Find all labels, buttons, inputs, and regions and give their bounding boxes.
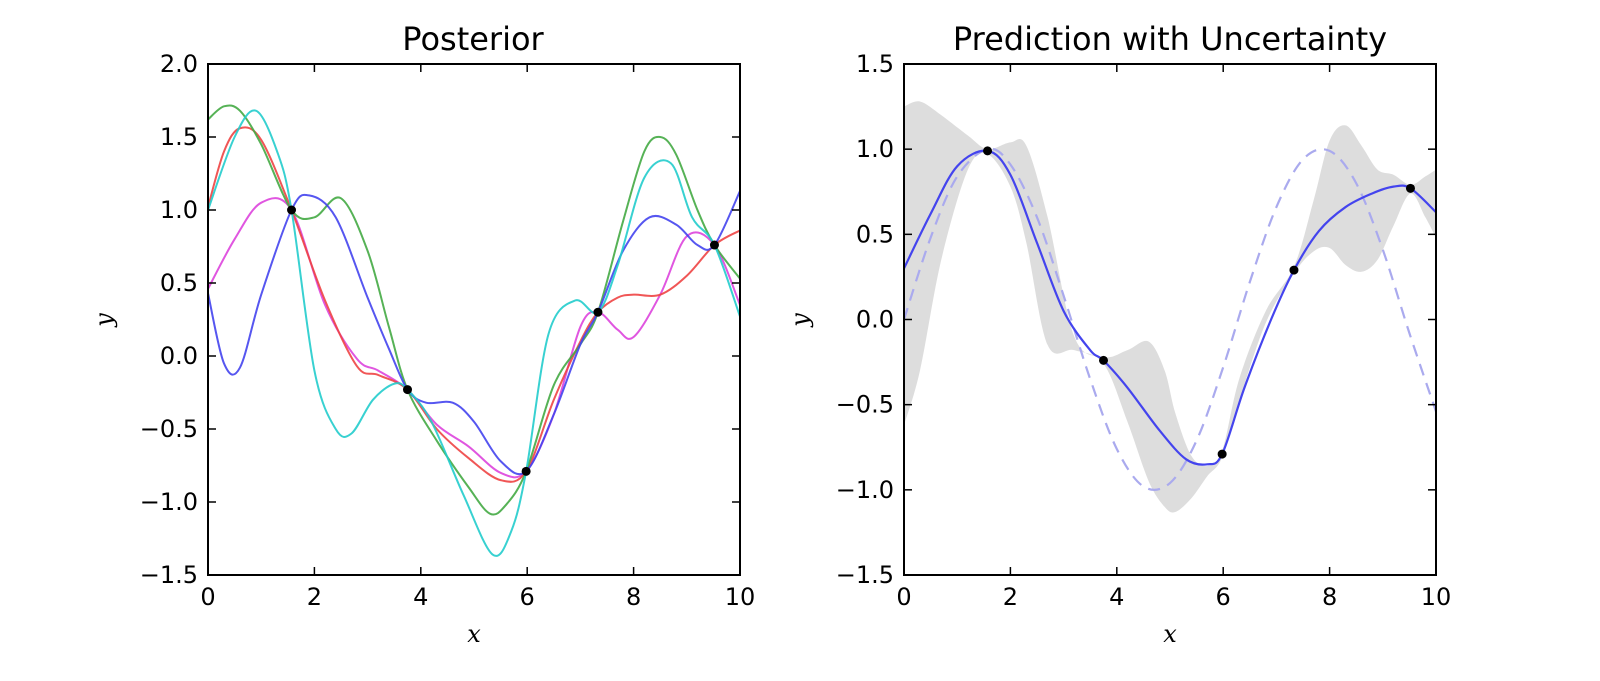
y-tick-label: 1.5 xyxy=(856,50,894,78)
posterior-sample-line-3 xyxy=(208,104,740,516)
x-tick-label: 2 xyxy=(307,583,322,611)
x-tick-label: 4 xyxy=(1109,583,1124,611)
x-tick-label: 2 xyxy=(1003,583,1018,611)
observation-point xyxy=(1289,265,1299,275)
predictive-mean-line xyxy=(904,149,1436,466)
uncertainty-band xyxy=(904,101,1436,513)
y-tick-label: 1.5 xyxy=(160,123,198,151)
posterior-ylabel: y xyxy=(90,313,118,328)
y-tick-label: −0.5 xyxy=(836,391,894,419)
observation-point xyxy=(287,205,297,215)
x-tick-label: 8 xyxy=(626,583,641,611)
y-tick-label: 2.0 xyxy=(160,50,198,78)
posterior-ticks: 0 2 4 6 8 10 −1.5 −1.0 −0.5 0.0 0.5 1.0 1.5 2.0 xyxy=(140,50,756,611)
prediction-panel: Prediction with Uncertainty 0 2 4 6 8 10 −1.5 −… xyxy=(786,20,1451,648)
x-tick-label: 10 xyxy=(1421,583,1452,611)
clipped-series-group xyxy=(904,101,1436,513)
observation-point xyxy=(593,307,603,317)
observation-point xyxy=(983,146,993,156)
y-tick-label: 0.5 xyxy=(160,269,198,297)
posterior-title: Posterior xyxy=(402,20,544,58)
posterior-plot-area xyxy=(208,104,740,557)
observation-point xyxy=(521,466,531,476)
y-tick-label: −1.0 xyxy=(140,488,198,516)
x-tick-label: 6 xyxy=(1216,583,1231,611)
x-tick-label: 4 xyxy=(413,583,428,611)
posterior-panel: Posterior 0 2 4 6 8 10 −1.5 −1.0 −0.5 0.0 0.5 1.0 1.… xyxy=(90,20,755,648)
posterior-sample-line-2 xyxy=(208,126,740,483)
y-tick-label: −1.5 xyxy=(140,561,198,589)
observation-point xyxy=(1217,449,1227,459)
y-tick-label: −1.0 xyxy=(836,476,894,504)
x-tick-label: 6 xyxy=(520,583,535,611)
prediction-xlabel: x xyxy=(1163,620,1177,648)
y-tick-label: −0.5 xyxy=(140,415,198,443)
observation-point xyxy=(709,240,719,250)
y-tick-label: −1.5 xyxy=(836,561,894,589)
clipped-series-group xyxy=(208,104,740,557)
x-tick-label: 0 xyxy=(200,583,215,611)
x-tick-label: 10 xyxy=(725,583,756,611)
prediction-ylabel: y xyxy=(786,313,814,328)
prediction-title: Prediction with Uncertainty xyxy=(953,20,1387,58)
observation-point xyxy=(1405,183,1415,193)
prediction-ticks: 0 2 4 6 8 10 −1.5 −1.0 −0.5 0.0 0.5 1.0 1.5 xyxy=(836,50,1452,611)
y-tick-label: 1.0 xyxy=(856,135,894,163)
prediction-plot-area xyxy=(904,101,1436,513)
y-tick-label: 0.0 xyxy=(160,342,198,370)
y-tick-label: 0.5 xyxy=(856,220,894,248)
posterior-sample-line-4 xyxy=(208,190,740,476)
y-tick-label: 1.0 xyxy=(160,196,198,224)
observation-point xyxy=(403,385,412,395)
x-tick-label: 0 xyxy=(896,583,911,611)
x-tick-label: 8 xyxy=(1322,583,1337,611)
y-tick-label: 0.0 xyxy=(856,306,894,334)
true-function-line xyxy=(904,147,1436,491)
posterior-sample-line-1 xyxy=(208,197,740,479)
observation-point xyxy=(1099,355,1108,365)
posterior-xlabel: x xyxy=(467,620,481,648)
posterior-frame xyxy=(207,63,741,576)
posterior-sample-line-5 xyxy=(208,109,740,557)
